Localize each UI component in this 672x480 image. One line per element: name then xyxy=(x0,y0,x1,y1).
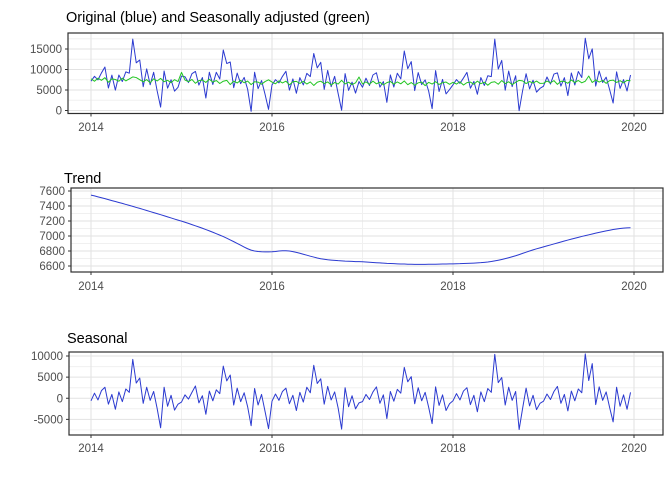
panel-3: 2014 2016 2018 2020 -5000 0 5000 10000 Seasonal xyxy=(31,331,664,455)
y-tick-label: 0 xyxy=(57,393,63,405)
y-tick-label: 6800 xyxy=(39,246,65,258)
series-line-seasonally-adjusted xyxy=(90,71,631,87)
x-tick-label: 2014 xyxy=(78,443,104,455)
y-tick-label: 0 xyxy=(56,106,62,118)
x-tick-label: 2020 xyxy=(621,281,647,293)
x-tick-label: 2016 xyxy=(259,281,285,293)
y-tick-label: 7600 xyxy=(39,186,65,198)
y-tick-label: 5000 xyxy=(36,85,62,97)
y-tick-label: 7400 xyxy=(39,201,65,213)
panel-background xyxy=(68,33,663,114)
panel-border xyxy=(68,351,664,436)
panel-2: 2014 2016 2018 2020 6600 6800 7000 7200 7400 7600… xyxy=(39,171,664,293)
x-tick-label: 2018 xyxy=(440,122,466,134)
panel-1: 2014 2016 2018 2020 0 5000 10000 15000 Original … xyxy=(30,10,664,134)
panel-background xyxy=(71,188,663,272)
x-tick-label: 2020 xyxy=(621,443,647,455)
panel-title: Seasonal xyxy=(67,331,127,347)
x-tick-label: 2020 xyxy=(621,122,647,134)
y-tick-label: 10000 xyxy=(31,351,63,363)
x-tick-label: 2016 xyxy=(259,122,285,134)
x-tick-label: 2018 xyxy=(440,281,466,293)
panel-background xyxy=(69,352,663,435)
y-tick-label: 6600 xyxy=(39,261,65,273)
y-tick-label: 10000 xyxy=(30,64,62,76)
y-tick-label: 7200 xyxy=(39,216,65,228)
series-line-trend xyxy=(90,194,631,265)
x-tick-label: 2014 xyxy=(78,281,104,293)
x-tick-label: 2018 xyxy=(440,443,466,455)
y-tick-label: -5000 xyxy=(34,414,63,426)
panel-border xyxy=(67,32,664,115)
series-line-seasonal xyxy=(90,353,632,431)
series-line-original xyxy=(90,37,632,112)
y-tick-label: 5000 xyxy=(37,372,63,384)
x-tick-label: 2016 xyxy=(259,443,285,455)
panel-title: Trend xyxy=(64,171,101,187)
panel-border xyxy=(70,187,664,273)
y-tick-label: 7000 xyxy=(39,231,65,243)
x-tick-label: 2014 xyxy=(78,122,104,134)
panel-title: Original (blue) and Seasonally adjusted … xyxy=(66,10,370,26)
y-tick-label: 15000 xyxy=(30,44,62,56)
